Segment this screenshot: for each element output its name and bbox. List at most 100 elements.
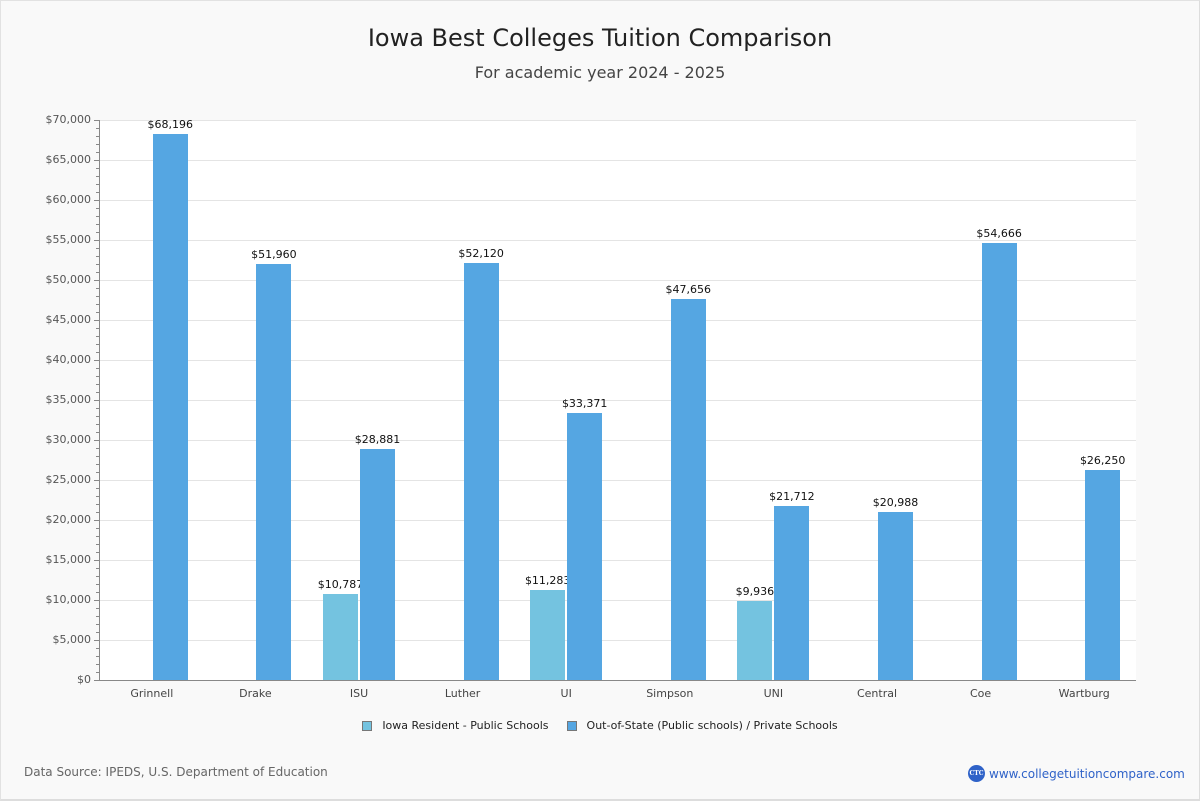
y-tick-mark (96, 512, 99, 513)
bar-out-of-state[interactable] (878, 512, 913, 680)
y-tick-label: $25,000 (45, 473, 92, 486)
y-tick-mark (96, 312, 99, 313)
legend-item-resident[interactable]: Iowa Resident - Public Schools (362, 719, 549, 732)
bar-out-of-state[interactable] (360, 448, 395, 680)
bar-resident[interactable] (530, 589, 566, 680)
y-tick-mark (96, 304, 99, 305)
y-tick-mark (94, 560, 99, 561)
brand-link[interactable]: CTC www.collegetuitioncompare.com (968, 765, 1185, 782)
y-tick-mark (96, 472, 99, 473)
gridline (100, 440, 1136, 441)
y-tick-mark (96, 264, 99, 265)
bar-value-label: $26,250 (1079, 454, 1126, 467)
y-tick-mark (96, 448, 99, 449)
chart-title: Iowa Best Colleges Tuition Comparison (367, 24, 833, 52)
y-tick-mark (94, 640, 99, 641)
y-tick-mark (96, 248, 99, 249)
data-source: Data Source: IPEDS, U.S. Department of E… (24, 765, 328, 779)
y-tick-mark (96, 544, 99, 545)
gridline (100, 120, 1136, 121)
y-tick-mark (96, 496, 99, 497)
y-tick-mark (94, 160, 99, 161)
y-tick-mark (96, 528, 99, 529)
y-tick-mark (96, 456, 99, 457)
y-tick-mark (94, 320, 99, 321)
y-tick-mark (96, 352, 99, 353)
y-tick-label: $0 (77, 673, 91, 686)
bar-value-label: $68,196 (147, 118, 194, 132)
gridline (100, 160, 1136, 161)
y-tick-mark (96, 384, 99, 385)
gridline (100, 640, 1136, 641)
bar-resident[interactable] (323, 593, 358, 680)
x-tick-label: Luther (444, 687, 481, 700)
y-tick-mark (96, 576, 99, 577)
bar-value-label: $52,120 (458, 247, 504, 261)
legend-swatch-out-of-state (566, 720, 577, 731)
y-tick-label: $30,000 (45, 433, 92, 446)
y-tick-mark (96, 376, 99, 377)
bar-out-of-state[interactable] (670, 298, 706, 680)
bar-out-of-state[interactable] (463, 263, 499, 680)
y-tick-mark (96, 672, 99, 673)
y-tick-mark (96, 632, 99, 633)
gridline (100, 320, 1136, 321)
bar-out-of-state[interactable] (152, 134, 188, 680)
y-tick-mark (96, 328, 99, 329)
x-tick-label: Central (856, 687, 898, 700)
y-tick-label: $65,000 (45, 153, 92, 166)
y-tick-mark (96, 288, 99, 289)
bar-value-label: $20,988 (872, 496, 919, 510)
legend-item-out-of-state[interactable]: Out-of-State (Public schools) / Private … (566, 719, 838, 732)
y-tick-mark (96, 256, 99, 257)
y-tick-mark (96, 592, 99, 593)
y-tick-label: $15,000 (45, 553, 92, 566)
y-tick-mark (96, 504, 99, 505)
legend-label-resident: Iowa Resident - Public Schools (382, 719, 549, 732)
gridline (100, 400, 1136, 401)
gridline (100, 200, 1136, 201)
y-tick-mark (94, 520, 99, 521)
x-tick-label: Simpson (646, 687, 694, 700)
y-tick-mark (94, 680, 99, 681)
y-tick-mark (96, 608, 99, 609)
y-tick-mark (96, 296, 99, 297)
y-tick-mark (96, 648, 99, 649)
y-tick-mark (96, 136, 99, 137)
bar-value-label: $51,960 (251, 248, 297, 262)
y-tick-mark (96, 176, 99, 177)
bar-out-of-state[interactable] (567, 413, 603, 680)
y-tick-label: $40,000 (45, 353, 92, 366)
bar-resident[interactable] (737, 600, 773, 680)
y-tick-mark (96, 464, 99, 465)
y-tick-mark (94, 240, 99, 241)
y-tick-label: $55,000 (45, 233, 92, 246)
y-tick-mark (96, 584, 99, 585)
bar-value-label: $21,712 (769, 490, 815, 504)
y-tick-mark (96, 144, 99, 145)
y-tick-mark (94, 280, 99, 281)
y-tick-mark (96, 416, 99, 417)
bar-out-of-state[interactable] (774, 506, 810, 680)
y-tick-mark (94, 120, 99, 121)
y-tick-mark (96, 408, 99, 409)
x-tick-label: UNI (763, 687, 784, 700)
x-tick-label: UI (560, 687, 572, 700)
bar-out-of-state[interactable] (256, 264, 292, 680)
bar-value-label: $9,936 (735, 584, 775, 598)
y-tick-mark (94, 440, 99, 441)
bar-value-label: $11,283 (524, 573, 571, 587)
gridline (100, 280, 1136, 281)
y-tick-mark (96, 568, 99, 569)
bar-value-label: $10,787 (317, 577, 364, 591)
y-tick-mark (96, 656, 99, 657)
bar-out-of-state[interactable] (981, 242, 1017, 680)
y-tick-mark (96, 536, 99, 537)
gridline (100, 560, 1136, 561)
gridline (100, 480, 1136, 481)
bar-out-of-state[interactable] (1085, 470, 1121, 680)
x-tick-label: Coe (970, 687, 992, 700)
y-tick-label: $60,000 (45, 193, 92, 206)
gridline (100, 520, 1136, 521)
ctc-logo-icon: CTC (968, 765, 985, 782)
